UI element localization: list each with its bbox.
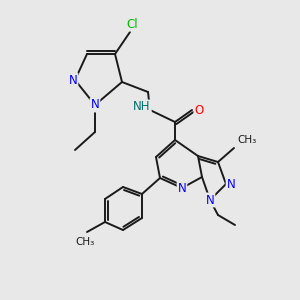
Text: CH₃: CH₃ [75, 237, 94, 247]
Text: CH₃: CH₃ [237, 135, 256, 145]
Text: NH: NH [133, 100, 151, 113]
Text: O: O [194, 103, 204, 116]
Text: Cl: Cl [126, 17, 138, 31]
Text: N: N [69, 74, 77, 86]
Text: N: N [178, 182, 186, 194]
Text: N: N [206, 194, 214, 206]
Text: N: N [226, 178, 236, 190]
Text: N: N [91, 98, 99, 112]
